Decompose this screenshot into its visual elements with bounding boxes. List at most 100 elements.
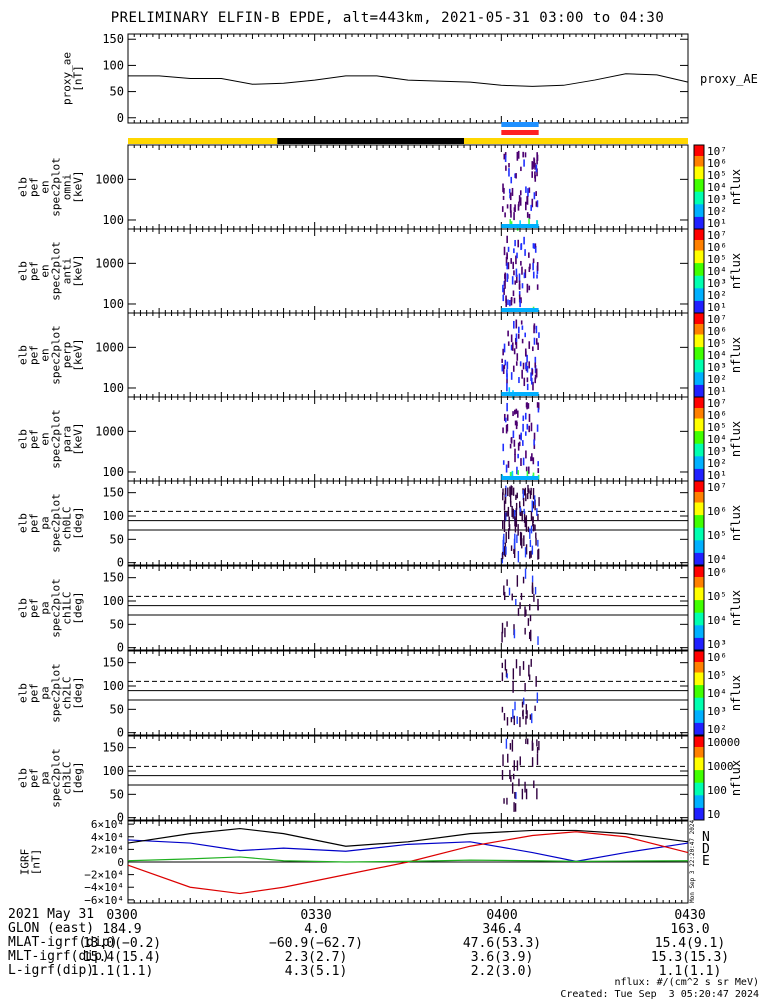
pitch-pixel (537, 539, 539, 547)
colorbar-5-swatch (694, 603, 704, 607)
spectrogram-pixel (502, 427, 504, 434)
spectrogram-pixel (501, 206, 504, 212)
spectrogram-pixel (519, 220, 521, 227)
pitch-pixel (525, 704, 528, 715)
pitch-pixel (525, 738, 527, 744)
colorbar-6-swatch (694, 659, 704, 662)
pitch-pixel (533, 780, 535, 789)
pitch-pixel (523, 535, 525, 547)
footer-value-r4c2: 2.2(3.0) (471, 964, 534, 979)
pitch-pixel (504, 511, 506, 523)
colorbar-3-swatch (694, 413, 704, 417)
pitch-pixel (525, 788, 528, 800)
energy-panel-3-y-tick-label: 1000 (95, 424, 124, 438)
colorbar-0-swatch (694, 182, 704, 186)
spectrogram-pixel (522, 423, 524, 432)
colorbar-7-tick-label: 10 (707, 808, 720, 821)
pitch-pixel (505, 546, 507, 555)
colorbar-5-swatch (694, 631, 704, 634)
colorbar-1-swatch (694, 310, 704, 314)
spectrogram-pixel (522, 457, 525, 466)
spectrogram-pixel (506, 402, 508, 412)
colorbar-5-swatch (694, 618, 704, 622)
colorbar-0-swatch (694, 210, 704, 213)
colorbar-0-swatch (694, 145, 704, 148)
spectrogram-pixel (519, 299, 521, 308)
pitch-pixel (537, 548, 540, 560)
energy-panel-2-y-tick-label: 1000 (95, 340, 124, 354)
footer-value-r0c2: 0400 (486, 908, 517, 923)
energy-panel-2-y-tick-label: 100 (102, 381, 124, 395)
colorbar-6-tick-label: 10⁶ (707, 651, 727, 664)
colorbar-3-swatch (694, 441, 704, 444)
colorbar-0-swatch (694, 193, 704, 196)
spectrogram-pixel (521, 369, 523, 379)
pitch-pixel (535, 537, 537, 546)
pitch-pixel (519, 717, 521, 728)
spectrogram-pixel (511, 187, 514, 196)
spectrogram-pixel (507, 460, 510, 468)
spectrogram-pixel (530, 422, 533, 432)
colorbar-7-swatch (694, 807, 704, 810)
spectrogram-pixel (532, 271, 535, 279)
pitch-pixel (529, 604, 531, 611)
spectrogram-pixel (526, 212, 529, 218)
colorbar-2-tick-label: 10² (707, 373, 727, 386)
pitch-pixel (522, 490, 525, 501)
colorbar-2-swatch (694, 313, 704, 316)
pitch-pixel (520, 592, 523, 600)
colorbar-2-swatch (694, 359, 704, 362)
energy-panel-2 (127, 312, 689, 398)
colorbar-7-swatch (694, 788, 704, 792)
pitch-pixel (512, 680, 514, 693)
spectrogram-pixel (526, 383, 529, 391)
colorbar-7-swatch (694, 736, 704, 739)
spectrogram-pixel (536, 262, 539, 271)
spectrogram-pixel (513, 297, 516, 304)
colorbar-5-swatch (694, 643, 704, 647)
pitch-pixel (503, 546, 506, 556)
pitch-pixel (506, 797, 508, 805)
footer-value-r3c2: 3.6(3.9) (471, 950, 534, 965)
colorbar-2-tick-label: 10⁷ (707, 313, 727, 326)
colorbar-3-swatch (694, 447, 704, 450)
spectrogram-pixel (522, 151, 524, 158)
spectrogram-pixel (509, 299, 511, 307)
energy-panel-1-ylabel-line: elb (17, 261, 30, 281)
spectrogram-pixel (536, 284, 539, 290)
pitch-pixel (521, 511, 523, 522)
colorbar-7-swatch (694, 778, 704, 781)
colorbar-7-swatch (694, 738, 704, 741)
colorbar-1-tick-label: 10³ (707, 277, 727, 290)
colorbar-6-swatch (694, 714, 704, 717)
colorbar-5-swatch (694, 616, 704, 619)
pitch-pixel (512, 709, 514, 719)
colorbar-5-swatch (694, 576, 704, 580)
footer-value-r4c0: 1.1(1.1) (91, 964, 154, 979)
colorbar-3-unit: nflux (729, 421, 743, 457)
colorbar-3-swatch (694, 424, 704, 427)
colorbar-7-tick-label: 100 (707, 784, 727, 797)
pitch-pixel (517, 524, 519, 536)
pitch-pixel (511, 782, 514, 794)
ae-line (128, 73, 689, 87)
colorbar-1-swatch (694, 247, 704, 251)
colorbar-1-swatch (694, 245, 704, 249)
colorbar-4-tick-label: 10⁷ (707, 481, 727, 494)
spectrogram-pixel (502, 183, 504, 193)
pitch-pixel (531, 575, 534, 583)
energy-panel-1-ylabel-line: pef (28, 261, 41, 281)
spectrogram-pixel (525, 466, 528, 472)
colorbar-7-swatch (694, 780, 704, 783)
spectrogram-pixel (522, 362, 525, 370)
colorbar-0-swatch (694, 201, 704, 205)
spectrogram-pixel (507, 341, 510, 346)
colorbar-1-swatch (694, 252, 704, 255)
colorbar-1-swatch (694, 302, 704, 306)
colorbar-2-swatch (694, 384, 704, 387)
pitch-panel-1-ylabel-line: ch1LC (61, 591, 74, 624)
footer-value-r4c3: 1.1(1.1) (659, 964, 722, 979)
pitch-panel-3-ylabel-line: pef (28, 768, 41, 788)
pitch-panel-3-y-tick-label: 100 (102, 764, 124, 778)
